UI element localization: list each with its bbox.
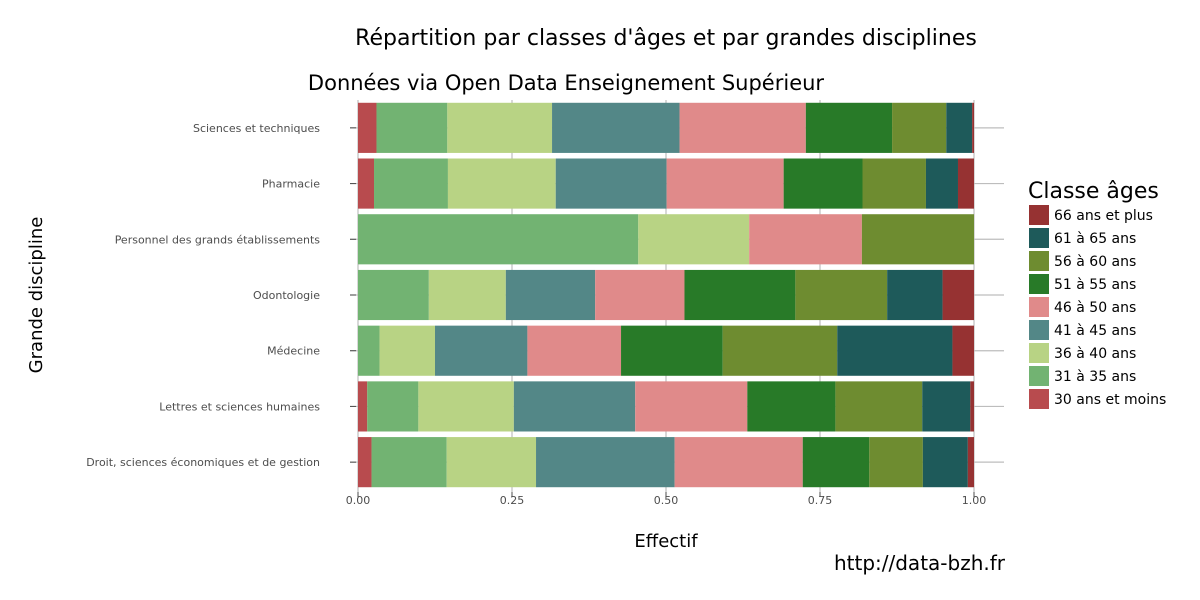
legend-swatch [1029, 320, 1049, 340]
legend-label: 31 à 35 ans [1054, 369, 1136, 385]
bar-segment [957, 158, 974, 209]
bar-segment [367, 381, 419, 432]
bar-segment [802, 437, 870, 488]
x-tick-label: 1.00 [962, 494, 987, 507]
legend-swatch [1029, 274, 1049, 294]
bar-segment [922, 437, 968, 488]
bar-segment [358, 214, 639, 265]
y-tick-label: Odontologie [253, 289, 320, 302]
bar-segment [666, 158, 784, 209]
bar-segment [379, 325, 435, 376]
y-tick-label: Sciences et techniques [193, 122, 320, 135]
bar-segment [358, 325, 380, 376]
bar-segment [446, 437, 537, 488]
bar-segment [638, 214, 750, 265]
bar-segment [505, 269, 596, 321]
legend-swatch [1029, 366, 1049, 386]
bar-segment [635, 381, 748, 432]
bar-segment [435, 325, 528, 376]
y-tick-label: Médecine [267, 345, 320, 358]
legend-swatch [1029, 389, 1049, 409]
bars-group [358, 102, 974, 488]
legend-label: 51 à 55 ans [1054, 277, 1136, 293]
bar-segment [805, 102, 893, 153]
bar-segment [835, 381, 923, 432]
bar-segment [374, 158, 448, 209]
chart-subtitle: Données via Open Data Enseignement Supér… [308, 71, 824, 95]
x-tick-label: 0.75 [808, 494, 833, 507]
source-credit: http://data-bzh.fr [834, 551, 1006, 575]
bar-segment [513, 381, 636, 432]
bar-segment [376, 102, 448, 153]
bar-segment [747, 381, 836, 432]
bar-segment [684, 269, 796, 321]
x-tick-label: 0.50 [654, 494, 679, 507]
legend-label: 56 à 60 ans [1054, 254, 1136, 270]
bar-segment [967, 437, 974, 488]
legend-label: 66 ans et plus [1054, 208, 1153, 224]
bar-segment [783, 158, 863, 209]
y-tick-label: Droit, sciences économiques et de gestio… [86, 456, 320, 469]
y-tick-label: Personnel des grands établissements [115, 233, 321, 246]
legend-title: Classe âges [1028, 179, 1159, 204]
bar-segment [972, 102, 974, 153]
bar-segment [555, 158, 667, 209]
bar-segment [942, 269, 974, 321]
legend: Classe âges 66 ans et plus 61 à 65 ans 56 … [1028, 179, 1166, 409]
legend-label: 30 ans et moins [1054, 392, 1166, 408]
bar-segment [418, 381, 514, 432]
legend-swatch [1029, 251, 1049, 271]
bar-segment [536, 437, 675, 488]
bar-segment [887, 269, 943, 321]
bar-segment [447, 158, 556, 209]
legend-label: 41 à 45 ans [1054, 323, 1136, 339]
bar-segment [358, 437, 372, 488]
bar-segment [970, 381, 974, 432]
bar-segment [621, 325, 723, 376]
bar-segment [595, 269, 685, 321]
x-axis-title: Effectif [634, 531, 698, 552]
bar-segment [447, 102, 553, 153]
y-tick-label: Pharmacie [262, 178, 320, 191]
bar-segment [679, 102, 806, 153]
bar-segment [358, 102, 377, 153]
legend-label: 46 à 50 ans [1054, 300, 1136, 316]
bar-segment [952, 325, 974, 376]
bar-segment [527, 325, 622, 376]
legend-swatch [1029, 205, 1049, 225]
legend-swatch [1029, 228, 1049, 248]
bar-segment [358, 269, 429, 321]
bar-segment [358, 381, 368, 432]
x-tick-label: 0.00 [346, 494, 371, 507]
y-tick-label: Lettres et sciences humaines [159, 400, 320, 413]
bar-segment [371, 437, 447, 488]
chart-title: Répartition par classes d'âges et par gr… [355, 26, 977, 51]
bar-segment [946, 102, 973, 153]
y-axis-title: Grande discipline [26, 217, 47, 374]
bar-segment [674, 437, 803, 488]
bar-segment [925, 158, 958, 209]
x-tick-label: 0.25 [500, 494, 525, 507]
bar-segment [428, 269, 506, 321]
bar-segment [892, 102, 947, 153]
bar-segment [795, 269, 888, 321]
bar-segment [922, 381, 971, 432]
legend-swatch [1029, 343, 1049, 363]
bar-segment [837, 325, 953, 376]
legend-label: 36 à 40 ans [1054, 346, 1136, 362]
bar-segment [862, 158, 926, 209]
x-axis-ticks: 0.00 0.25 0.50 0.75 1.00 [346, 492, 987, 507]
bar-segment [722, 325, 838, 376]
legend-label: 61 à 65 ans [1054, 231, 1136, 247]
bar-segment [552, 102, 680, 153]
y-axis-ticks: Sciences et techniques Pharmacie Personnel… [86, 122, 356, 469]
bar-segment [358, 158, 375, 209]
legend-swatch [1029, 297, 1049, 317]
bar-segment [869, 437, 923, 488]
bar-segment [749, 214, 862, 265]
bar-segment [861, 214, 974, 265]
